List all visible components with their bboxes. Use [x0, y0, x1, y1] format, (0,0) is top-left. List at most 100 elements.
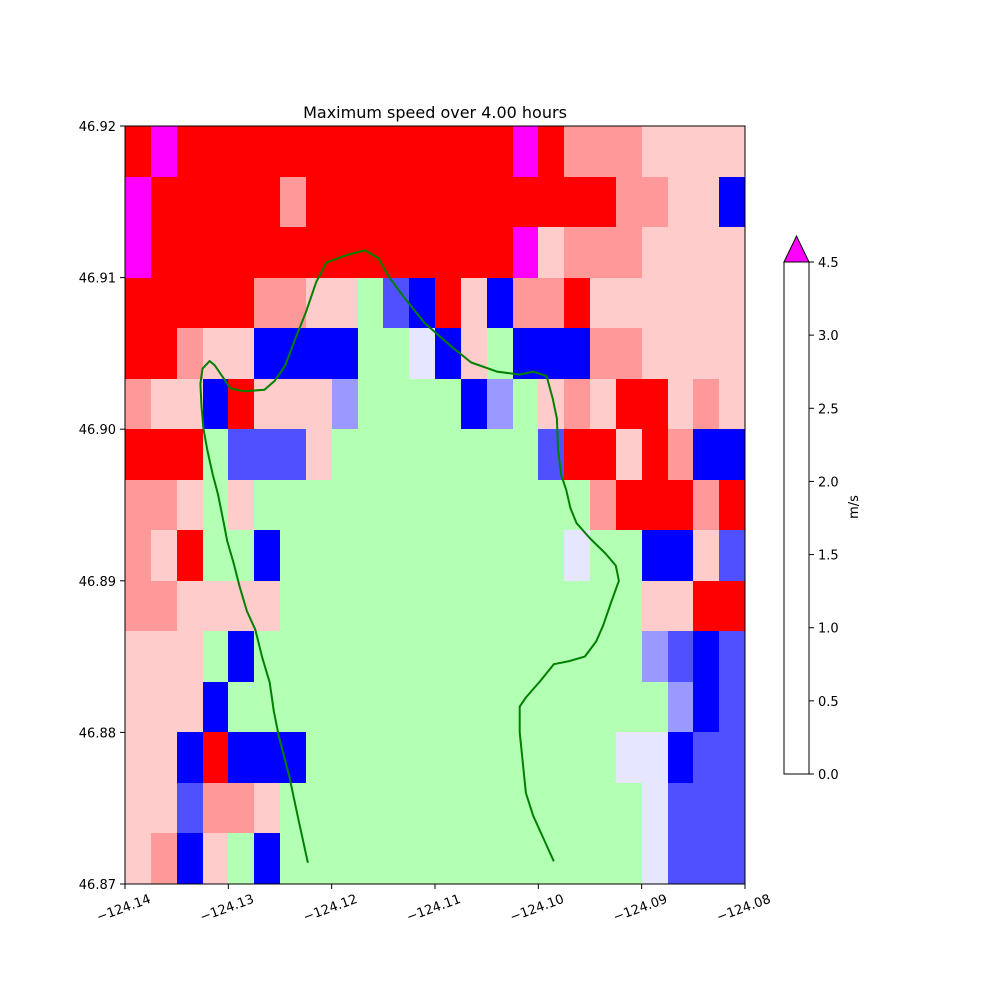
heatmap-cell [435, 833, 461, 884]
heatmap-cell [125, 631, 151, 682]
heatmap-cell [151, 833, 177, 884]
heatmap-cell [203, 227, 228, 278]
heatmap-cell [228, 379, 254, 429]
heatmap-cell [461, 833, 487, 884]
heatmap-cell [693, 278, 719, 328]
heatmap-cell [719, 278, 745, 328]
heatmap-cell [513, 278, 538, 328]
heatmap-cell [642, 682, 668, 732]
colorbar-tick-label: 0.0 [818, 768, 839, 783]
heatmap-cell [642, 177, 668, 227]
heatmap-cell [564, 833, 590, 884]
heatmap-cell [332, 278, 358, 328]
heatmap-cell [616, 177, 642, 227]
heatmap-cell [616, 631, 642, 682]
heatmap-cell [668, 530, 693, 581]
heatmap-cell [254, 429, 280, 480]
heatmap-cell [538, 833, 564, 884]
heatmap-cell [254, 783, 280, 833]
heatmap-cell [254, 833, 280, 884]
heatmap-cell [590, 631, 616, 682]
heatmap-cell [177, 278, 203, 328]
heatmap-cell [435, 682, 461, 732]
heatmap-cell [151, 682, 177, 732]
colorbar-tick-label: 4.5 [818, 256, 839, 271]
heatmap-cell [203, 177, 228, 227]
x-tick-label: −124.14 [95, 892, 153, 925]
heatmap-cell [228, 126, 254, 177]
heatmap-cell [203, 530, 228, 581]
heatmap-cell [487, 631, 513, 682]
heatmap-cell [693, 480, 719, 530]
heatmap-cell [228, 227, 254, 278]
heatmap-cell [306, 227, 332, 278]
heatmap-cell [668, 429, 693, 480]
heatmap-cell [383, 328, 409, 379]
heatmap-cell [332, 581, 358, 631]
heatmap-cell [590, 581, 616, 631]
heatmap-cell [538, 328, 564, 379]
heatmap-cell [280, 227, 306, 278]
heatmap-cell [177, 581, 203, 631]
heatmap-cell [668, 833, 693, 884]
heatmap-cell [409, 631, 435, 682]
heatmap-cell [151, 581, 177, 631]
heatmap-cell [177, 783, 203, 833]
heatmap-cell [125, 227, 151, 278]
heatmap-cell [461, 328, 487, 379]
heatmap-cell [280, 480, 306, 530]
heatmap-cell [668, 783, 693, 833]
heatmap-cell [151, 278, 177, 328]
heatmap-cell [125, 833, 151, 884]
heatmap-cell [590, 429, 616, 480]
heatmap-cell [461, 379, 487, 429]
heatmap-cell [177, 631, 203, 682]
heatmap-cell [487, 278, 513, 328]
heatmap-cell [642, 833, 668, 884]
x-tick-label: −124.10 [508, 892, 566, 925]
heatmap-cell [590, 480, 616, 530]
y-tick-label: 46.87 [79, 878, 116, 893]
heatmap-cell [668, 682, 693, 732]
heatmap-cell [616, 833, 642, 884]
heatmap-cell [151, 126, 177, 177]
heatmap-cell [435, 530, 461, 581]
heatmap-cell [332, 530, 358, 581]
heatmap-cell [306, 732, 332, 783]
heatmap-cell [616, 480, 642, 530]
heatmap-cell [693, 328, 719, 379]
heatmap-cell [151, 480, 177, 530]
heatmap-cell [668, 379, 693, 429]
heatmap-cell [668, 581, 693, 631]
heatmap-cell [513, 126, 538, 177]
heatmap-cell [383, 631, 409, 682]
heatmap-cell [358, 480, 383, 530]
heatmap-cell [719, 379, 745, 429]
heatmap-cell [383, 480, 409, 530]
heatmap-cell [254, 278, 280, 328]
heatmap-cell [203, 732, 228, 783]
heatmap-cell [538, 379, 564, 429]
heatmap-cell [151, 732, 177, 783]
heatmap-cell [616, 429, 642, 480]
heatmap-cell [306, 278, 332, 328]
heatmap-cell [306, 126, 332, 177]
heatmap-cell [332, 429, 358, 480]
heatmap-cell [125, 480, 151, 530]
heatmap-cell [409, 530, 435, 581]
heatmap-cell [228, 278, 254, 328]
heatmap-cell [487, 783, 513, 833]
heatmap-cell [177, 732, 203, 783]
heatmap-cell [590, 278, 616, 328]
heatmap-cell [203, 126, 228, 177]
heatmap-cell [332, 177, 358, 227]
heatmap-cell [590, 732, 616, 783]
y-tick-label: 46.92 [79, 120, 116, 135]
heatmap-cell [590, 177, 616, 227]
heatmap-cell [693, 379, 719, 429]
heatmap-cell [719, 682, 745, 732]
y-tick-label: 46.89 [79, 575, 116, 590]
heatmap-cell [254, 530, 280, 581]
heatmap-cell [203, 631, 228, 682]
heatmap-cell [513, 732, 538, 783]
